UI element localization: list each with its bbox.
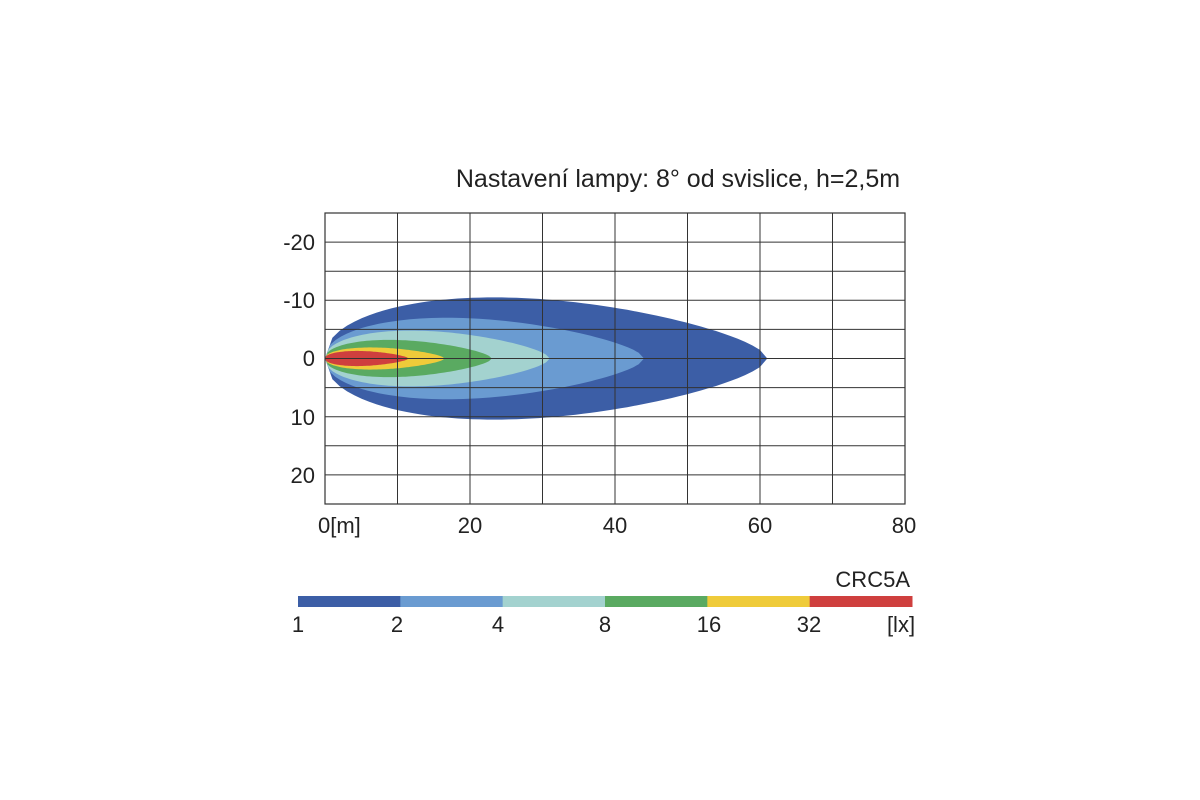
legend-swatch xyxy=(707,596,811,607)
legend-label: 4 xyxy=(492,612,504,637)
y-tick-label: -10 xyxy=(283,288,315,313)
x-tick-label: 40 xyxy=(603,513,627,538)
legend-swatch xyxy=(605,596,708,607)
chart-title: Nastavení lampy: 8° od svislice, h=2,5m xyxy=(456,165,900,193)
legend-label: 2 xyxy=(391,612,403,637)
x-tick-label: 20 xyxy=(458,513,482,538)
x-tick-label: 80 xyxy=(892,513,916,538)
plot-frame xyxy=(324,212,906,505)
legend-label: 16 xyxy=(697,612,721,637)
y-tick-label: 20 xyxy=(291,463,315,488)
legend-name: CRC5A xyxy=(835,567,910,592)
legend-label: 8 xyxy=(599,612,611,637)
x-tick-label: 0[m] xyxy=(318,513,361,538)
y-tick-label: -20 xyxy=(283,230,315,255)
y-tick-label: 10 xyxy=(291,405,315,430)
legend-swatch xyxy=(809,596,913,607)
legend-unit: [lx] xyxy=(887,612,915,637)
legend-label: 32 xyxy=(797,612,821,637)
grid xyxy=(325,213,905,504)
y-tick-label: 0 xyxy=(303,346,315,371)
legend-swatch xyxy=(298,596,401,607)
legend-label: 1 xyxy=(292,612,304,637)
legend-swatch xyxy=(502,596,606,607)
legend-color-bar xyxy=(298,596,913,607)
legend-swatch xyxy=(400,596,504,607)
x-tick-label: 60 xyxy=(748,513,772,538)
